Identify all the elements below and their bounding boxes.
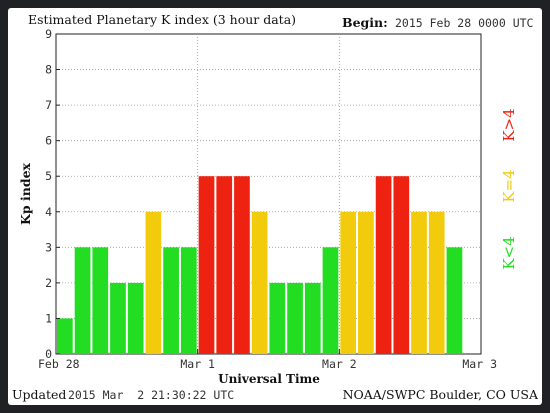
kp-bar — [234, 176, 250, 354]
kp-bar — [446, 247, 463, 354]
y-tick-label: 8 — [45, 63, 52, 77]
gridlines — [56, 34, 481, 354]
y-tick-label: 0 — [45, 347, 52, 361]
begin-label: Begin: — [342, 15, 388, 30]
y-axis-ticks: 0 1 2 3 4 5 6 7 8 9 — [45, 27, 60, 361]
kp-bar — [198, 176, 215, 354]
chart-title: Estimated Planetary K index (3 hour data… — [28, 12, 296, 27]
x-tick-label: Mar 2 — [322, 357, 357, 371]
kp-bar — [163, 247, 179, 354]
kp-bar — [428, 211, 445, 354]
kp-bar — [251, 211, 268, 354]
plot-area — [55, 33, 482, 355]
y-tick-label: 6 — [45, 134, 52, 148]
bars — [57, 176, 463, 354]
x-axis-ticks: Feb 28 Mar 1 Mar 2 Mar 3 — [38, 349, 497, 371]
begin-value: 2015 Feb 28 0000 UTC — [395, 16, 534, 30]
x-tick-label: Mar 1 — [180, 357, 215, 371]
updated-value: 2015 Mar 2 21:30:22 UTC — [68, 388, 234, 402]
kp-bar — [180, 247, 197, 354]
kp-bar — [358, 211, 374, 354]
kp-bar — [127, 282, 144, 354]
y-axis-label: Kp index — [18, 162, 33, 224]
kp-index-chart: Estimated Planetary K index (3 hour data… — [12, 12, 539, 402]
x-axis-label: Universal Time — [218, 372, 320, 386]
y-tick-label: 5 — [45, 169, 52, 183]
kp-bar — [287, 282, 303, 354]
y-tick-label: 7 — [45, 98, 52, 112]
kp-index-panel: Estimated Planetary K index (3 hour data… — [8, 8, 542, 405]
y-tick-label: 2 — [45, 276, 52, 290]
kp-bar — [74, 247, 91, 354]
credit-text: NOAA/SWPC Boulder, CO USA — [343, 387, 539, 402]
kp-bar — [375, 176, 392, 354]
y-tick-label: 4 — [45, 205, 52, 219]
kp-bar — [269, 282, 286, 354]
kp-bar — [411, 211, 427, 354]
legend-k-above-4: K>4 — [500, 108, 518, 141]
legend-k-equals-4: K=4 — [500, 169, 518, 202]
x-tick-label: Feb 28 — [38, 357, 80, 371]
kp-bar — [57, 318, 73, 354]
kp-bar — [322, 247, 339, 354]
y-tick-label: 3 — [45, 240, 52, 254]
kp-bar — [92, 247, 109, 354]
y-tick-label: 1 — [45, 311, 52, 325]
updated-label: Updated — [12, 387, 66, 402]
kp-bar — [145, 211, 162, 354]
kp-bar — [393, 176, 410, 354]
y-tick-label: 9 — [45, 27, 52, 41]
x-tick-label: Mar 3 — [462, 357, 497, 371]
kp-bar — [340, 211, 357, 354]
kp-bar — [304, 282, 321, 354]
legend-k-below-4: K<4 — [500, 236, 518, 269]
kp-bar — [216, 176, 233, 354]
kp-bar — [110, 282, 126, 354]
